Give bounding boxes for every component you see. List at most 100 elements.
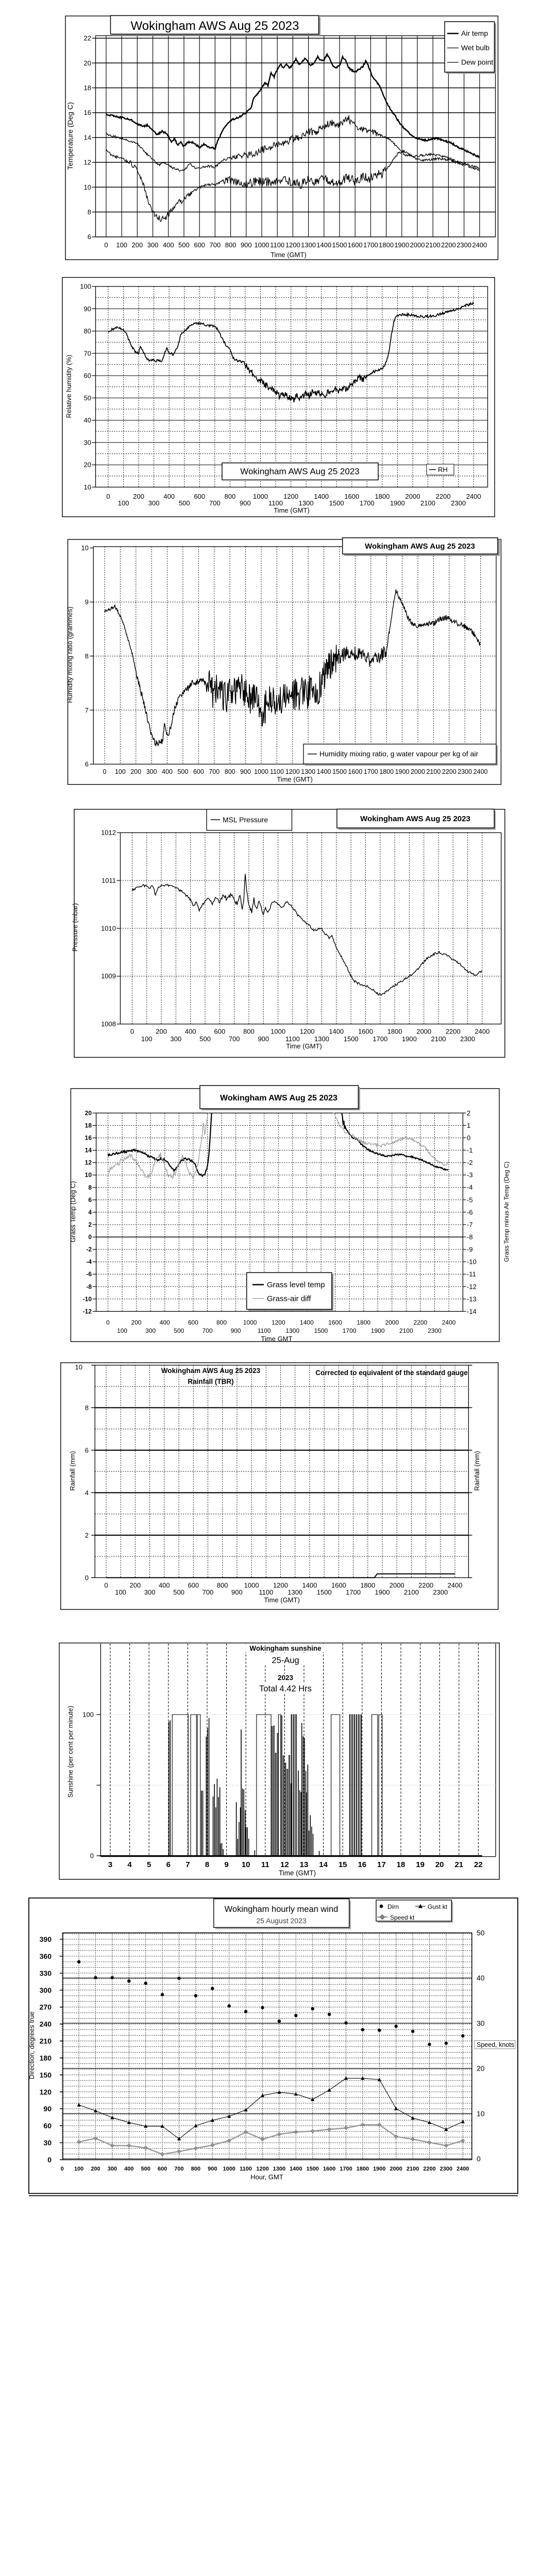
svg-text:2100: 2100 — [426, 241, 441, 249]
svg-text:1700: 1700 — [346, 1588, 361, 1596]
svg-text:Time (GMT): Time (GMT) — [270, 251, 307, 259]
svg-text:2400: 2400 — [475, 1028, 489, 1036]
svg-text:1500: 1500 — [306, 2166, 318, 2172]
svg-text:6: 6 — [88, 1196, 92, 1204]
svg-text:1800: 1800 — [357, 1319, 370, 1326]
svg-text:600: 600 — [188, 1319, 198, 1326]
svg-text:-10: -10 — [83, 1295, 92, 1302]
svg-text:800: 800 — [225, 493, 236, 500]
svg-text:-12: -12 — [83, 1308, 92, 1315]
svg-text:Temperature (Deg C): Temperature (Deg C) — [66, 102, 74, 170]
svg-text:14: 14 — [84, 133, 91, 141]
svg-text:100: 100 — [116, 241, 127, 249]
svg-text:Grass level temp: Grass level temp — [267, 1281, 325, 1290]
svg-text:800: 800 — [225, 768, 235, 775]
svg-text:80: 80 — [84, 327, 91, 335]
svg-text:1500: 1500 — [329, 499, 344, 507]
svg-text:300: 300 — [147, 241, 159, 249]
svg-text:1600: 1600 — [348, 241, 363, 249]
svg-text:16: 16 — [84, 109, 91, 116]
svg-text:-11: -11 — [467, 1270, 476, 1278]
svg-text:2100: 2100 — [399, 1327, 413, 1334]
svg-text:1400: 1400 — [317, 768, 331, 775]
svg-text:-4: -4 — [467, 1183, 473, 1191]
svg-text:2: 2 — [85, 1531, 89, 1539]
svg-text:1300: 1300 — [301, 241, 316, 249]
svg-text:Wokingham AWS Aug 25 2023: Wokingham AWS Aug 25 2023 — [220, 1094, 337, 1103]
svg-text:1900: 1900 — [373, 2166, 385, 2172]
svg-text:10: 10 — [81, 544, 89, 552]
svg-text:1700: 1700 — [340, 2166, 352, 2172]
svg-text:Hour, GMT: Hour, GMT — [250, 2173, 283, 2181]
svg-text:0: 0 — [47, 2156, 52, 2164]
svg-text:400: 400 — [124, 2166, 133, 2172]
svg-text:1600: 1600 — [331, 1581, 346, 1589]
svg-text:30: 30 — [43, 2139, 52, 2147]
svg-text:1800: 1800 — [379, 241, 394, 249]
svg-text:Grass-air diff: Grass-air diff — [267, 1294, 311, 1303]
svg-text:Wokingham AWS Aug 25 2023: Wokingham AWS Aug 25 2023 — [360, 815, 470, 823]
svg-text:0: 0 — [85, 1574, 89, 1582]
svg-text:1300: 1300 — [285, 1327, 299, 1334]
svg-text:500: 500 — [178, 768, 189, 775]
svg-text:2400: 2400 — [448, 1581, 463, 1589]
svg-text:600: 600 — [214, 1028, 226, 1036]
svg-text:1000: 1000 — [244, 1581, 259, 1589]
svg-text:1200: 1200 — [285, 241, 300, 249]
svg-text:-4: -4 — [86, 1258, 92, 1265]
svg-text:800: 800 — [191, 2166, 200, 2172]
svg-text:1: 1 — [467, 1122, 470, 1129]
svg-text:-1: -1 — [467, 1146, 473, 1154]
svg-text:400: 400 — [162, 768, 173, 775]
svg-text:16: 16 — [358, 1860, 366, 1869]
svg-text:900: 900 — [240, 499, 251, 507]
svg-text:1400: 1400 — [329, 1028, 344, 1036]
svg-text:200: 200 — [130, 1581, 141, 1589]
svg-text:40: 40 — [477, 1974, 485, 1982]
svg-text:60: 60 — [43, 2122, 52, 2130]
svg-text:0: 0 — [90, 1852, 94, 1860]
svg-text:2100: 2100 — [431, 1035, 446, 1043]
svg-text:400: 400 — [163, 241, 174, 249]
svg-text:Gust kt: Gust kt — [428, 1903, 448, 1910]
svg-text:Wokingham AWS Aug 25 2023: Wokingham AWS Aug 25 2023 — [240, 467, 360, 477]
svg-text:400: 400 — [160, 1319, 170, 1326]
svg-text:1000: 1000 — [253, 493, 268, 500]
svg-text:Direction, degrees true: Direction, degrees true — [28, 2011, 36, 2079]
svg-text:1900: 1900 — [395, 768, 410, 775]
svg-text:300: 300 — [145, 1327, 156, 1334]
svg-text:2300: 2300 — [451, 499, 466, 507]
svg-text:-3: -3 — [467, 1171, 473, 1179]
svg-text:500: 500 — [173, 1588, 184, 1596]
svg-text:50: 50 — [84, 394, 91, 402]
svg-text:Corrected to equivalent of the: Corrected to equivalent of the standard … — [315, 1369, 468, 1377]
svg-text:10: 10 — [85, 1172, 92, 1179]
svg-text:1800: 1800 — [375, 493, 390, 500]
svg-text:2: 2 — [467, 1109, 470, 1117]
svg-text:200: 200 — [156, 1028, 167, 1036]
svg-text:Rainfall (mm): Rainfall (mm) — [69, 1451, 76, 1490]
svg-text:500: 500 — [178, 241, 190, 249]
svg-text:1900: 1900 — [402, 1035, 417, 1043]
svg-text:1009: 1009 — [101, 972, 116, 980]
svg-text:0: 0 — [130, 1028, 134, 1036]
svg-text:2200: 2200 — [446, 1028, 461, 1036]
svg-text:200: 200 — [132, 241, 143, 249]
svg-text:2000: 2000 — [410, 241, 425, 249]
svg-text:1011: 1011 — [102, 877, 116, 885]
svg-text:30: 30 — [84, 438, 91, 446]
svg-text:1100: 1100 — [259, 1588, 273, 1596]
svg-text:400: 400 — [163, 493, 175, 500]
svg-text:300: 300 — [146, 768, 157, 775]
svg-text:Rainfall (TBR): Rainfall (TBR) — [188, 1378, 233, 1385]
svg-text:600: 600 — [193, 768, 204, 775]
svg-text:0: 0 — [88, 1233, 92, 1241]
svg-text:40: 40 — [84, 416, 91, 424]
svg-text:8: 8 — [85, 652, 89, 660]
svg-text:1100: 1100 — [258, 1327, 271, 1334]
svg-text:800: 800 — [216, 1319, 227, 1326]
svg-text:11: 11 — [261, 1860, 269, 1869]
svg-text:2300: 2300 — [460, 1035, 475, 1043]
svg-text:700: 700 — [209, 768, 219, 775]
svg-text:6: 6 — [85, 1446, 89, 1454]
